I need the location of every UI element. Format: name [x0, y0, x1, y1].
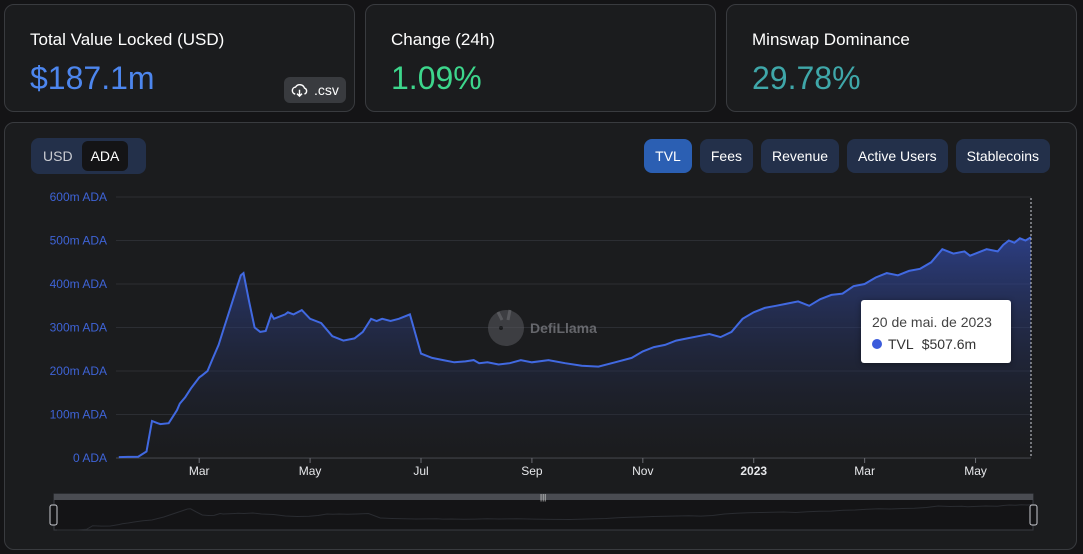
tab-stablecoins[interactable]: Stablecoins: [955, 139, 1050, 173]
change-stat-label: Change (24h): [391, 30, 495, 49]
metric-tabs: TVL Fees Revenue Active Users Stablecoin…: [644, 139, 1050, 173]
tooltip-series-name: TVL: [888, 336, 914, 352]
tooltip-date: 20 de mai. de 2023: [872, 314, 992, 330]
change-stat-card: Change (24h) 1.09%: [365, 4, 716, 112]
currency-toggle: USD ADA: [31, 138, 146, 174]
csv-label: .csv: [314, 82, 339, 98]
currency-option-usd[interactable]: USD: [43, 148, 73, 164]
change-stat-value: 1.09%: [391, 60, 482, 96]
dominance-stat-value: 29.78%: [752, 60, 861, 96]
currency-option-ada[interactable]: ADA: [81, 141, 129, 171]
tooltip: 20 de mai. de 2023 TVL $507.6m: [861, 300, 1011, 363]
tooltip-series-marker: [872, 339, 882, 349]
download-csv-button[interactable]: .csv: [284, 77, 346, 103]
dominance-stat-label: Minswap Dominance: [752, 30, 910, 49]
tab-tvl[interactable]: TVL: [644, 139, 692, 173]
tvl-stat-value: $187.1m: [30, 60, 155, 96]
tab-active-users[interactable]: Active Users: [847, 139, 948, 173]
tab-fees[interactable]: Fees: [699, 139, 753, 173]
tab-revenue[interactable]: Revenue: [760, 139, 840, 173]
dominance-stat-card: Minswap Dominance 29.78%: [726, 4, 1077, 112]
tvl-stat-label: Total Value Locked (USD): [30, 30, 225, 49]
tvl-stat-card: Total Value Locked (USD) $187.1m .csv: [4, 4, 355, 112]
tooltip-value: $507.6m: [921, 336, 977, 352]
cloud-download-icon: [291, 83, 308, 97]
